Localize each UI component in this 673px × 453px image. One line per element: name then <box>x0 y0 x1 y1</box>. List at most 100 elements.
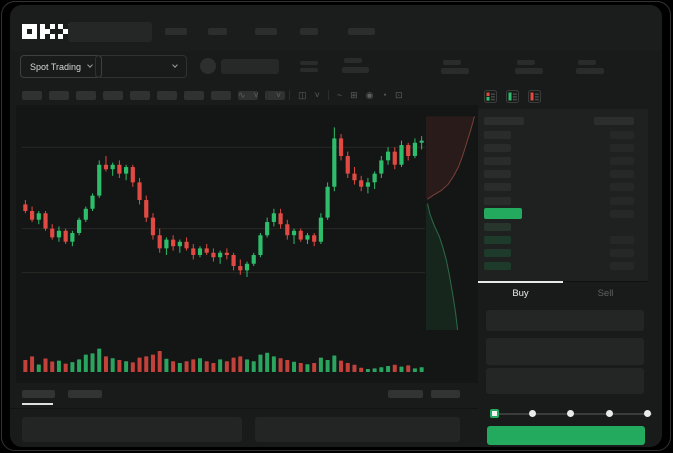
slider-stop[interactable] <box>567 410 574 417</box>
nav-item[interactable] <box>208 28 227 35</box>
timeframe-button[interactable] <box>184 91 204 100</box>
last-price-row[interactable] <box>484 207 634 220</box>
price-input-skeleton[interactable] <box>486 310 644 331</box>
price-skeleton <box>221 59 279 74</box>
bid-row[interactable] <box>484 234 634 247</box>
ask-price-skeleton <box>484 143 511 152</box>
ask-amount-skeleton <box>610 143 634 152</box>
ask-price-skeleton <box>484 170 511 179</box>
amount-input-skeleton[interactable] <box>486 338 644 365</box>
history-icon[interactable]: ◔ <box>381 90 387 100</box>
ask-amount-skeleton <box>610 183 634 192</box>
compare-icon[interactable]: ⊞ <box>350 90 358 100</box>
chevron-down-icon[interactable]: ˅ <box>275 90 282 100</box>
stat-label-skeleton <box>443 60 461 65</box>
tab-sell-label: Sell <box>597 288 614 299</box>
nav-item[interactable] <box>300 28 318 35</box>
toolbar-separator <box>327 90 329 100</box>
ask-amount-skeleton <box>610 130 634 139</box>
slider-stop[interactable] <box>605 410 613 417</box>
tab-buy[interactable]: Buy <box>478 281 563 305</box>
pair-selector-skeleton[interactable] <box>68 22 152 42</box>
ask-amount-skeleton <box>610 156 634 165</box>
total-input-skeleton[interactable] <box>486 368 644 394</box>
chart-toolbar-icons: ∿ ˅ ˅ ◫ ˅ ~ ⊞ ◉ ◔ ⊡ <box>238 87 403 103</box>
bid-row[interactable] <box>484 220 634 233</box>
slider-handle[interactable] <box>490 409 499 418</box>
stat-value-skeleton <box>300 68 318 72</box>
zigzag-icon[interactable]: ∿ <box>238 90 246 100</box>
volume-chart <box>23 348 424 372</box>
ask-price-skeleton <box>484 196 511 205</box>
bottom-tab-active[interactable] <box>22 390 55 398</box>
ask-price-skeleton <box>484 183 511 192</box>
toolbar-separator <box>266 90 268 100</box>
bottom-action-skeleton[interactable] <box>431 390 460 398</box>
amount-skeleton <box>610 209 634 218</box>
chevron-down-icon[interactable]: ˅ <box>314 90 320 100</box>
timeframe-button[interactable] <box>211 91 231 100</box>
bid-amount-skeleton <box>610 262 634 271</box>
timeframe-button[interactable] <box>22 91 42 100</box>
timeframe-button[interactable] <box>157 91 177 100</box>
order-history-panel-skeleton <box>255 417 460 442</box>
nav-item[interactable] <box>255 28 277 35</box>
ask-row[interactable] <box>484 168 634 181</box>
slider-stop[interactable] <box>644 410 651 417</box>
camera-icon[interactable]: ◉ <box>365 90 374 100</box>
chevron-down-icon <box>87 62 93 68</box>
bid-row[interactable] <box>484 247 634 260</box>
stat-label-skeleton <box>344 58 362 63</box>
candlestick-chart[interactable] <box>22 112 425 332</box>
book-asks-icon[interactable] <box>528 90 541 103</box>
okx-logo[interactable] <box>22 24 73 39</box>
bid-price-skeleton <box>484 262 511 271</box>
ask-row[interactable] <box>484 141 634 154</box>
active-tab-indicator <box>22 403 53 405</box>
bottom-tab[interactable] <box>68 390 102 398</box>
ask-price-skeleton <box>484 156 511 165</box>
stat-label-skeleton <box>300 61 318 65</box>
timeframe-button[interactable] <box>265 91 285 100</box>
fullscreen-icon[interactable]: ⊡ <box>394 90 403 100</box>
market-type-label: Spot Trading <box>30 61 82 72</box>
nav-item[interactable] <box>348 28 375 35</box>
orderbook-view-toggles <box>484 90 541 103</box>
divider <box>10 408 478 409</box>
timeframe-button[interactable] <box>76 91 96 100</box>
book-bids-icon[interactable] <box>506 90 519 103</box>
slider-stop[interactable] <box>528 410 536 417</box>
timeframe-button[interactable] <box>130 91 150 100</box>
bid-row[interactable] <box>484 260 634 273</box>
ask-row[interactable] <box>484 128 634 141</box>
timeframe-button[interactable] <box>238 91 258 100</box>
depth-chart <box>426 116 475 330</box>
top-nav <box>10 5 662 51</box>
timeframe-button[interactable] <box>49 91 69 100</box>
book-split-icon[interactable] <box>484 90 497 103</box>
ask-amount-skeleton <box>610 170 634 179</box>
amount-slider[interactable] <box>490 408 652 420</box>
stat-value-skeleton <box>576 68 604 74</box>
stat-value-skeleton <box>342 67 369 73</box>
market-type-selector[interactable]: Spot Trading <box>20 55 103 78</box>
chevron-down-icon[interactable]: ˅ <box>253 90 259 100</box>
stat-value-skeleton <box>515 68 543 74</box>
indicator-icon[interactable]: ~ <box>336 90 343 100</box>
orderbook <box>478 109 648 281</box>
timeframe-button[interactable] <box>103 91 123 100</box>
trading-app-window: Spot Trading ∿ ˅ ˅ ◫ ˅ ~ ⊞ ◉ ◔ ⊡ Buy Sel <box>10 5 662 447</box>
open-orders-panel-skeleton <box>22 417 242 442</box>
buy-submit-button[interactable] <box>487 426 645 445</box>
amount-column-header-skeleton <box>594 116 634 125</box>
pair-dropdown[interactable] <box>95 55 187 78</box>
ask-row[interactable] <box>484 181 634 194</box>
nav-item[interactable] <box>165 28 187 35</box>
ask-row[interactable] <box>484 194 634 207</box>
stat-label-skeleton <box>517 60 535 65</box>
bottom-action-skeleton[interactable] <box>388 390 423 398</box>
candle-type-icon[interactable]: ◫ <box>298 90 307 100</box>
bid-price-skeleton <box>484 236 511 245</box>
tab-sell[interactable]: Sell <box>563 282 648 305</box>
ask-row[interactable] <box>484 154 634 167</box>
